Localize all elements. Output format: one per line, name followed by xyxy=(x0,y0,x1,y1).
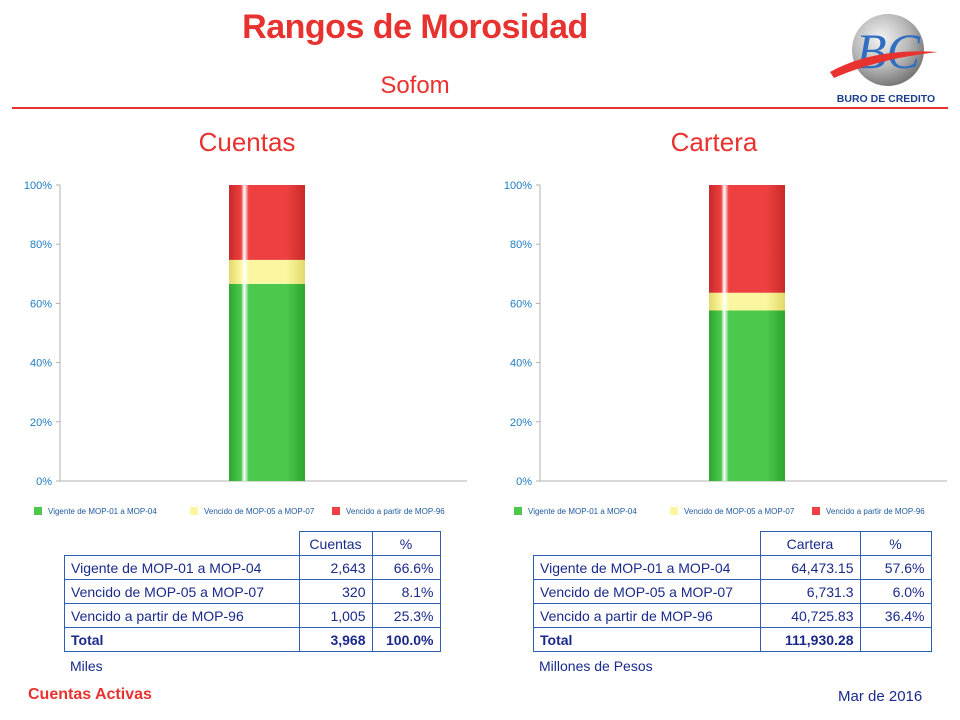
legend-swatch xyxy=(190,507,198,515)
column-header: % xyxy=(371,531,441,556)
bar-segment xyxy=(229,283,305,481)
unit-note-cartera: Millones de Pesos xyxy=(539,658,653,674)
y-tick-label: 80% xyxy=(510,239,532,251)
bar-segment xyxy=(709,310,785,481)
table-row: Vencido de MOP-05 a MOP-07 6,731.3 6.0% xyxy=(533,579,932,604)
row-pct: 6.0% xyxy=(859,579,932,604)
chart-cartera: 0% 20% 40% 60% 80% 100% Vigente de MOP-01 a MO… xyxy=(504,180,947,516)
buro-de-credito-logo: BC BURO DE CREDITO xyxy=(830,14,938,105)
table-header-row: Cuentas % xyxy=(65,531,441,556)
legend-label: Vigente de MOP-01 a MOP-04 xyxy=(48,507,157,516)
page-title: Rangos de Morosidad xyxy=(242,8,588,46)
legend-label: Vencido a partir de MOP-96 xyxy=(346,507,445,516)
row-pct: 57.6% xyxy=(859,555,932,580)
total-value: 3,968 xyxy=(298,627,373,652)
row-label: Vencido a partir de MOP-96 xyxy=(533,603,761,628)
y-tick-label: 40% xyxy=(510,358,532,370)
logo-swoosh xyxy=(830,51,938,78)
row-pct: 25.3% xyxy=(371,603,441,628)
total-pct: 100.0% xyxy=(371,627,441,652)
table-total-row: Total 3,968 100.0% xyxy=(64,627,441,652)
y-tick-label: 60% xyxy=(510,298,532,310)
row-label: Vigente de MOP-01 a MOP-04 xyxy=(533,555,761,580)
page-subtitle: Sofom xyxy=(380,72,450,99)
legend-label: Vencido de MOP-05 a MOP-07 xyxy=(204,507,315,516)
total-label: Total xyxy=(64,627,300,652)
row-pct: 8.1% xyxy=(371,579,441,604)
row-value: 1,005 xyxy=(298,603,373,628)
table-row: Vigente de MOP-01 a MOP-04 64,473.15 57.… xyxy=(533,555,932,580)
y-tick-label: 20% xyxy=(510,417,532,429)
chart-title-cuentas: Cuentas xyxy=(198,127,296,157)
row-value: 320 xyxy=(298,579,373,604)
y-tick-label: 40% xyxy=(30,358,52,370)
row-label: Vencido a partir de MOP-96 xyxy=(64,603,300,628)
table-row: Vencido a partir de MOP-96 1,005 25.3% xyxy=(64,603,441,628)
row-label: Vencido de MOP-05 a MOP-07 xyxy=(533,579,761,604)
legend-label: Vencido a partir de MOP-96 xyxy=(826,507,925,516)
row-value: 64,473.15 xyxy=(759,555,861,580)
row-value: 2,643 xyxy=(298,555,373,580)
table-cartera: Cartera % Vigente de MOP-01 a MOP-04 64,… xyxy=(533,531,932,652)
row-label: Vigente de MOP-01 a MOP-04 xyxy=(64,555,300,580)
logo-globe xyxy=(852,14,924,86)
legend-swatch xyxy=(812,507,820,515)
bar-segment xyxy=(709,292,785,311)
y-tick-label: 0% xyxy=(36,476,52,488)
row-pct: 36.4% xyxy=(859,603,932,628)
legend-swatch xyxy=(670,507,678,515)
footer-date: Mar de 2016 xyxy=(838,688,923,705)
bar-segment xyxy=(229,259,305,284)
y-tick-label: 100% xyxy=(24,180,52,192)
y-tick-label: 100% xyxy=(504,180,532,192)
logo-text: BURO DE CREDITO xyxy=(837,93,935,105)
table-total-row: Total 111,930.28 xyxy=(533,627,932,652)
logo-monogram: BC xyxy=(856,23,921,79)
table-row: Vencido de MOP-05 a MOP-07 320 8.1% xyxy=(64,579,441,604)
total-value: 111,930.28 xyxy=(759,627,861,652)
y-tick-label: 0% xyxy=(516,476,532,488)
header-divider xyxy=(12,107,948,109)
table-corner xyxy=(534,532,761,556)
table-cuentas: Cuentas % Vigente de MOP-01 a MOP-04 2,6… xyxy=(64,531,441,652)
row-value: 40,725.83 xyxy=(759,603,861,628)
legend-swatch xyxy=(332,507,340,515)
footer-label: Cuentas Activas xyxy=(28,686,152,703)
legend-label: Vencido de MOP-05 a MOP-07 xyxy=(684,507,795,516)
table-corner xyxy=(65,532,300,556)
chart-title-cartera: Cartera xyxy=(670,127,758,157)
row-pct: 66.6% xyxy=(371,555,441,580)
row-value: 6,731.3 xyxy=(759,579,861,604)
bar-segment xyxy=(709,185,785,293)
table-header-row: Cartera % xyxy=(534,531,932,556)
total-label: Total xyxy=(533,627,761,652)
table-row: Vencido a partir de MOP-96 40,725.83 36.… xyxy=(533,603,932,628)
legend-label: Vigente de MOP-01 a MOP-04 xyxy=(528,507,637,516)
column-header: Cuentas xyxy=(298,531,373,556)
legend-swatch xyxy=(34,507,42,515)
bar-segment xyxy=(229,185,305,260)
y-tick-label: 20% xyxy=(30,417,52,429)
total-pct xyxy=(859,627,932,652)
table-row: Vigente de MOP-01 a MOP-04 2,643 66.6% xyxy=(64,555,441,580)
column-header: Cartera xyxy=(759,531,861,556)
y-tick-label: 80% xyxy=(30,239,52,251)
chart-cuentas: 0% 20% 40% 60% 80% 100% Vigente de MOP-01 a MO… xyxy=(24,180,467,516)
row-label: Vencido de MOP-05 a MOP-07 xyxy=(64,579,300,604)
y-tick-label: 60% xyxy=(30,298,52,310)
legend-swatch xyxy=(514,507,522,515)
unit-note-cuentas: Miles xyxy=(70,658,103,674)
column-header: % xyxy=(859,531,932,556)
